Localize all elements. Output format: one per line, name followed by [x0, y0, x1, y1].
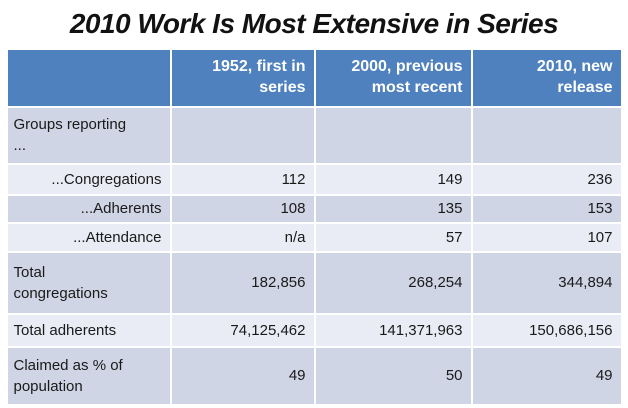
header-cell-2010: 2010, new release [470, 47, 623, 108]
value-cell: 57 [313, 221, 473, 253]
value-cell: 74,125,462 [169, 312, 316, 348]
row-label: Groups reporting ... [5, 105, 172, 165]
row-label: Claimed as % of population [5, 345, 172, 406]
table-row-congregations: ...Congregations 112 149 236 [5, 162, 623, 196]
row-label: Total congregations [5, 250, 172, 315]
row-label: ...Attendance [5, 221, 172, 253]
value-cell: 108 [169, 193, 316, 224]
value-cell: 107 [470, 221, 623, 253]
value-cell [470, 105, 623, 165]
table-row-attendance: ...Attendance n/a 57 107 [5, 221, 623, 253]
row-label: Total adherents [5, 312, 172, 348]
statistics-table: 1952, first in series 2000, previous mos… [5, 47, 623, 406]
value-cell [169, 105, 316, 165]
table-row-total-congregations: Total congregations 182,856 268,254 344,… [5, 250, 623, 315]
header-cell-2000: 2000, previous most recent [313, 47, 473, 108]
value-cell: 141,371,963 [313, 312, 473, 348]
value-cell: 149 [313, 162, 473, 196]
value-cell: 49 [169, 345, 316, 406]
value-cell: 135 [313, 193, 473, 224]
table-header-row: 1952, first in series 2000, previous mos… [5, 47, 623, 108]
header-cell-1952: 1952, first in series [169, 47, 316, 108]
value-cell: 236 [470, 162, 623, 196]
value-cell [313, 105, 473, 165]
slide-title: 2010 Work Is Most Extensive in Series [69, 8, 559, 39]
value-cell: 268,254 [313, 250, 473, 315]
value-cell: n/a [169, 221, 316, 253]
table-row-total-adherents: Total adherents 74,125,462 141,371,963 1… [5, 312, 623, 348]
value-cell: 182,856 [169, 250, 316, 315]
value-cell: 49 [470, 345, 623, 406]
row-label: ...Congregations [5, 162, 172, 196]
row-label: ...Adherents [5, 193, 172, 224]
value-cell: 50 [313, 345, 473, 406]
value-cell: 112 [169, 162, 316, 196]
value-cell: 344,894 [470, 250, 623, 315]
table-row-groups-reporting: Groups reporting ... [5, 105, 623, 165]
table-row-adherents: ...Adherents 108 135 153 [5, 193, 623, 224]
table-row-claimed-percent: Claimed as % of population 49 50 49 [5, 345, 623, 406]
header-cell-empty [5, 47, 172, 108]
value-cell: 150,686,156 [470, 312, 623, 348]
value-cell: 153 [470, 193, 623, 224]
